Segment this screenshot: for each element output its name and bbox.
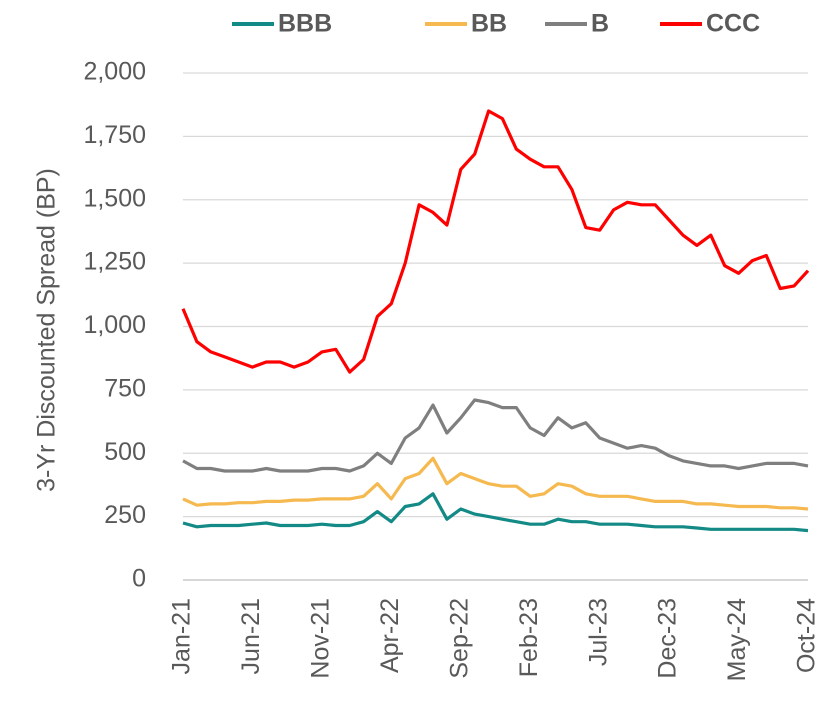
x-tick-label: Nov-21 xyxy=(306,598,334,679)
y-tick-label: 1,000 xyxy=(83,311,146,339)
x-tick-label: May-24 xyxy=(723,598,751,681)
y-tick-label: 500 xyxy=(104,438,146,466)
y-tick-label: 2,000 xyxy=(83,58,146,86)
x-tick-label: Jan-21 xyxy=(168,598,196,674)
y-tick-label: 250 xyxy=(104,501,146,529)
x-tick-label: Apr-22 xyxy=(376,598,404,673)
y-tick-label: 1,500 xyxy=(83,184,146,212)
x-tick-label: Jun-21 xyxy=(237,598,265,674)
y-tick-label: 1,250 xyxy=(83,248,146,276)
line-series xyxy=(182,456,809,511)
legend-label: B xyxy=(591,10,609,38)
legend-label: CCC xyxy=(706,10,760,38)
y-axis-label: 3-Yr Discounted Spread (BP) xyxy=(33,168,61,492)
line-series xyxy=(182,398,809,473)
legend-label: BB xyxy=(471,10,507,38)
x-tick-label: Oct-24 xyxy=(793,598,821,673)
line-series xyxy=(182,492,809,533)
line-series xyxy=(181,109,810,374)
x-tick-label: Dec-23 xyxy=(654,598,682,679)
y-tick-label: 1,750 xyxy=(83,121,146,149)
x-tick-label: Feb-23 xyxy=(515,598,543,677)
legend-label: BBB xyxy=(278,10,332,38)
y-tick-label: 0 xyxy=(132,565,146,593)
y-tick-label: 750 xyxy=(104,374,146,402)
x-tick-label: Jul-23 xyxy=(584,598,612,666)
x-tick-label: Sep-22 xyxy=(445,598,473,679)
